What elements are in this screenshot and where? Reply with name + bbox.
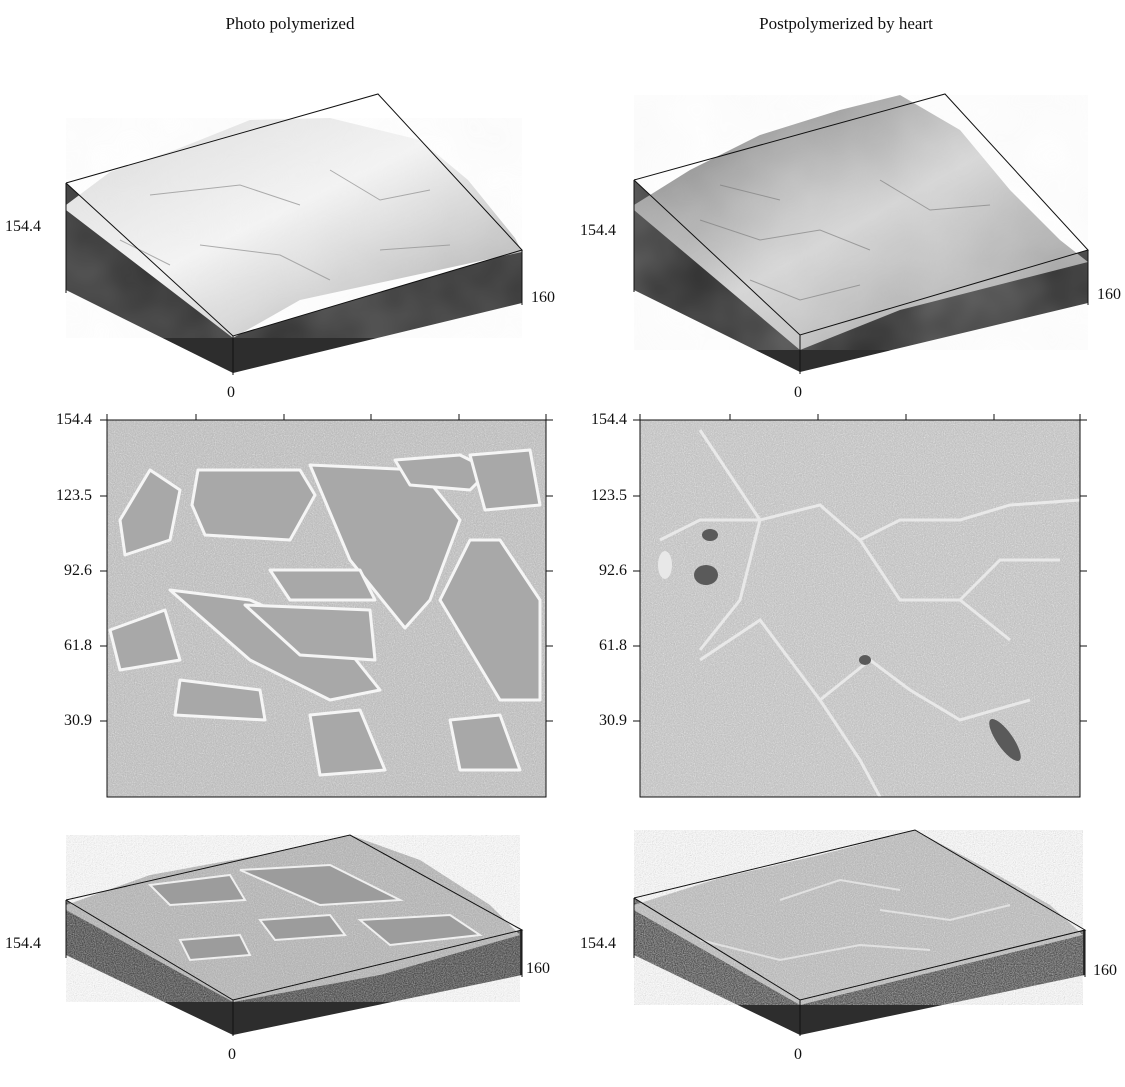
relief-image-right bbox=[639, 419, 1081, 798]
ytick-right-0: 154.4 bbox=[591, 411, 627, 428]
title-photo-polymerized: Photo polymerized bbox=[225, 14, 355, 33]
label-bottom-left-origin: 0 bbox=[228, 1046, 236, 1063]
ytick-left-0: 154.4 bbox=[56, 411, 92, 428]
label-bottom-left-side: 154.4 bbox=[5, 935, 41, 952]
label-top-right-corner: 160 bbox=[1097, 286, 1121, 303]
label-top-left-corner: 160 bbox=[531, 289, 555, 306]
surface-3d-bottom-right bbox=[633, 829, 1087, 1036]
relief-image-left bbox=[106, 419, 547, 798]
label-bottom-right-corner: 160 bbox=[1093, 962, 1117, 979]
ytick-left-2: 92.6 bbox=[64, 562, 92, 579]
surface-3d-top-left bbox=[65, 93, 523, 375]
ytick-right-3: 61.8 bbox=[599, 637, 627, 654]
ytick-right-1: 123.5 bbox=[591, 487, 627, 504]
label-bottom-right-side: 154.4 bbox=[580, 935, 616, 952]
surface-3d-top-right bbox=[633, 93, 1089, 374]
ticks-right bbox=[633, 414, 1087, 722]
label-top-left-origin: 0 bbox=[227, 384, 235, 401]
ytick-left-3: 61.8 bbox=[64, 637, 92, 654]
ytick-left-1: 123.5 bbox=[56, 487, 92, 504]
surface-3d-bottom-left bbox=[65, 834, 524, 1036]
ytick-right-2: 92.6 bbox=[599, 562, 627, 579]
title-postpolymerized: Postpolymerized by heart bbox=[759, 14, 933, 33]
ytick-right-4: 30.9 bbox=[599, 712, 627, 729]
label-top-right-side: 154.4 bbox=[580, 222, 616, 239]
ytick-left-4: 30.9 bbox=[64, 712, 92, 729]
label-top-left-side: 154.4 bbox=[5, 218, 41, 235]
label-top-right-origin: 0 bbox=[794, 384, 802, 401]
ticks-left bbox=[100, 414, 553, 722]
label-bottom-left-corner: 160 bbox=[526, 960, 550, 977]
label-bottom-right-origin: 0 bbox=[794, 1046, 802, 1063]
